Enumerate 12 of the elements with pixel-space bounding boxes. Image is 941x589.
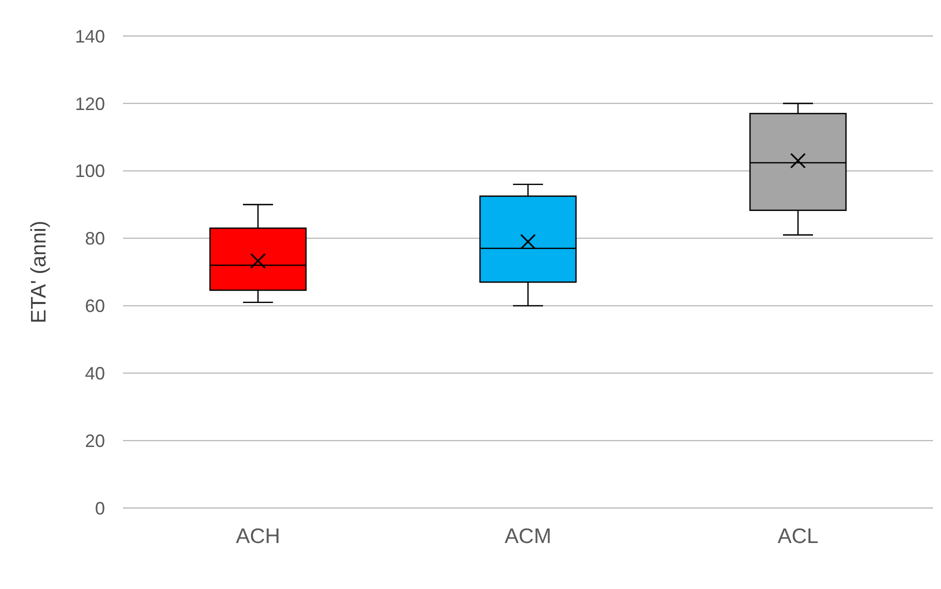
y-tick-label: 140 [74, 26, 105, 46]
x-tick-label: ACH [236, 524, 280, 548]
x-tick-label: ACM [504, 524, 552, 548]
y-tick-label: 100 [74, 161, 105, 182]
y-tick-label: 20 [84, 430, 105, 451]
y-tick-label: 80 [84, 228, 105, 249]
x-tick-label: ACL [778, 524, 818, 548]
y-axis-title: ETA' (anni) [27, 220, 50, 324]
y-tick-label: 0 [94, 498, 105, 518]
y-tick-label: 40 [84, 364, 105, 384]
y-tick-label: 60 [84, 296, 105, 316]
y-tick-label: 120 [74, 94, 105, 114]
